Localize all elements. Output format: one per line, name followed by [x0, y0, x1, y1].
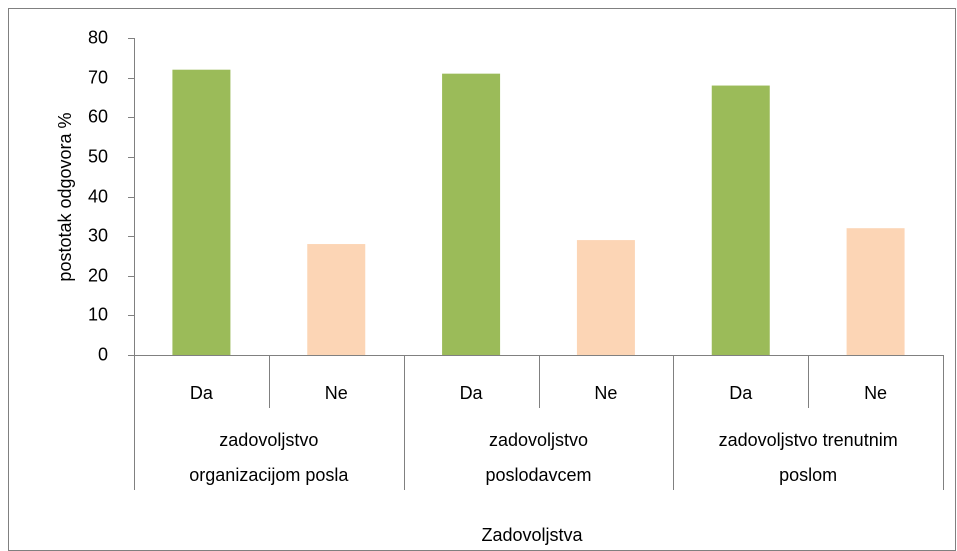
- x-tick-label: Ne: [864, 383, 887, 403]
- y-tick-label: 60: [88, 106, 108, 126]
- bar: [846, 228, 905, 355]
- group-label: zadovoljstvo: [489, 430, 588, 450]
- y-tick-label: 80: [88, 27, 108, 47]
- bar: [307, 244, 366, 355]
- y-tick-label: 50: [88, 146, 108, 166]
- bar: [442, 73, 501, 355]
- bar: [711, 85, 770, 356]
- x-tick-label: Da: [729, 383, 753, 403]
- group-label: poslom: [779, 465, 837, 485]
- x-axis-title: Zadovoljstva: [481, 525, 583, 545]
- group-label: poslodavcem: [485, 465, 591, 485]
- bar: [172, 69, 231, 355]
- y-tick-label: 70: [88, 67, 108, 87]
- x-tick-label: Da: [460, 383, 484, 403]
- group-label: zadovoljstvo trenutnim: [719, 430, 898, 450]
- y-tick-label: 40: [88, 186, 108, 206]
- x-tick-label: Ne: [594, 383, 617, 403]
- y-tick-label: 0: [98, 344, 108, 364]
- x-tick-label: Da: [190, 383, 214, 403]
- y-tick-label: 20: [88, 265, 108, 285]
- x-tick-label: Ne: [325, 383, 348, 403]
- group-label: organizacijom posla: [189, 465, 349, 485]
- group-label: zadovoljstvo: [219, 430, 318, 450]
- bar: [576, 240, 635, 355]
- y-tick-label: 10: [88, 304, 108, 324]
- y-axis-title: postotak odgovora %: [55, 112, 75, 281]
- y-tick-label: 30: [88, 225, 108, 245]
